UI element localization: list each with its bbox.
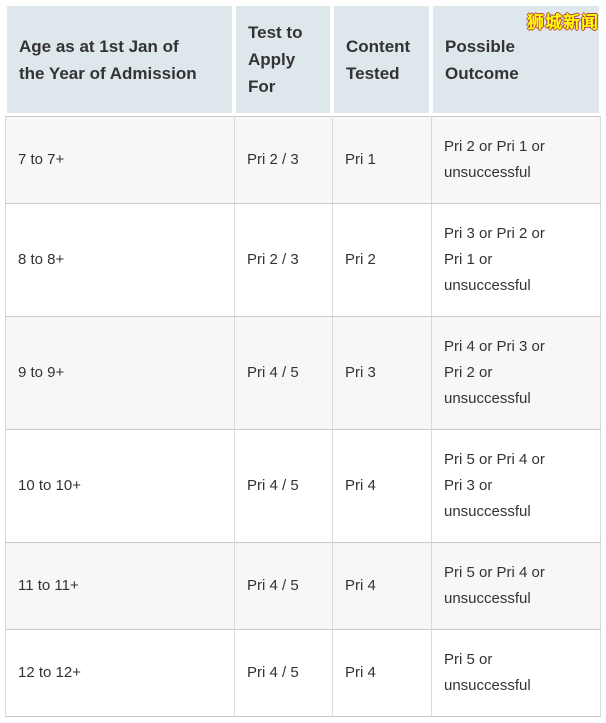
cell-test: Pri 4 / 5 xyxy=(234,429,332,542)
cell-content: Pri 3 xyxy=(332,316,431,429)
cell-content: Pri 4 xyxy=(332,429,431,542)
table-row: 9 to 9+ Pri 4 / 5 Pri 3 Pri 4 or Pri 3 o… xyxy=(5,316,601,429)
admission-test-table: Age as at 1st Jan of the Year of Admissi… xyxy=(5,6,601,717)
cell-content: Pri 4 xyxy=(332,542,431,629)
site-watermark: 狮城新闻 xyxy=(527,13,599,32)
cell-age: 8 to 8+ xyxy=(5,203,234,316)
cell-test: Pri 4 / 5 xyxy=(234,542,332,629)
cell-test: Pri 4 / 5 xyxy=(234,629,332,717)
table-row: 8 to 8+ Pri 2 / 3 Pri 2 Pri 3 or Pri 2 o… xyxy=(5,203,601,316)
cell-age: 12 to 12+ xyxy=(5,629,234,717)
table-row: 10 to 10+ Pri 4 / 5 Pri 4 Pri 5 or Pri 4… xyxy=(5,429,601,542)
cell-outcome: Pri 2 or Pri 1 or unsuccessful xyxy=(431,116,601,203)
cell-content: Pri 4 xyxy=(332,629,431,717)
header-cell-age: Age as at 1st Jan of the Year of Admissi… xyxy=(5,6,234,116)
cell-content: Pri 2 xyxy=(332,203,431,316)
cell-age: 10 to 10+ xyxy=(5,429,234,542)
cell-outcome: Pri 4 or Pri 3 or Pri 2 or unsuccessful xyxy=(431,316,601,429)
header-cell-test: Test to Apply For xyxy=(234,6,332,116)
cell-age: 11 to 11+ xyxy=(5,542,234,629)
table-row: 12 to 12+ Pri 4 / 5 Pri 4 Pri 5 or unsuc… xyxy=(5,629,601,717)
cell-outcome: Pri 3 or Pri 2 or Pri 1 or unsuccessful xyxy=(431,203,601,316)
cell-age: 9 to 9+ xyxy=(5,316,234,429)
table-header-row: Age as at 1st Jan of the Year of Admissi… xyxy=(5,6,601,116)
header-cell-content: Content Tested xyxy=(332,6,431,116)
cell-content: Pri 1 xyxy=(332,116,431,203)
header-cell-outcome: Possible Outcome xyxy=(431,6,601,116)
cell-test: Pri 4 / 5 xyxy=(234,316,332,429)
cell-outcome: Pri 5 or Pri 4 or unsuccessful xyxy=(431,542,601,629)
cell-outcome: Pri 5 or unsuccessful xyxy=(431,629,601,717)
cell-age: 7 to 7+ xyxy=(5,116,234,203)
table-row: 11 to 11+ Pri 4 / 5 Pri 4 Pri 5 or Pri 4… xyxy=(5,542,601,629)
cell-outcome: Pri 5 or Pri 4 or Pri 3 or unsuccessful xyxy=(431,429,601,542)
cell-test: Pri 2 / 3 xyxy=(234,116,332,203)
table-row: 7 to 7+ Pri 2 / 3 Pri 1 Pri 2 or Pri 1 o… xyxy=(5,116,601,203)
cell-test: Pri 2 / 3 xyxy=(234,203,332,316)
